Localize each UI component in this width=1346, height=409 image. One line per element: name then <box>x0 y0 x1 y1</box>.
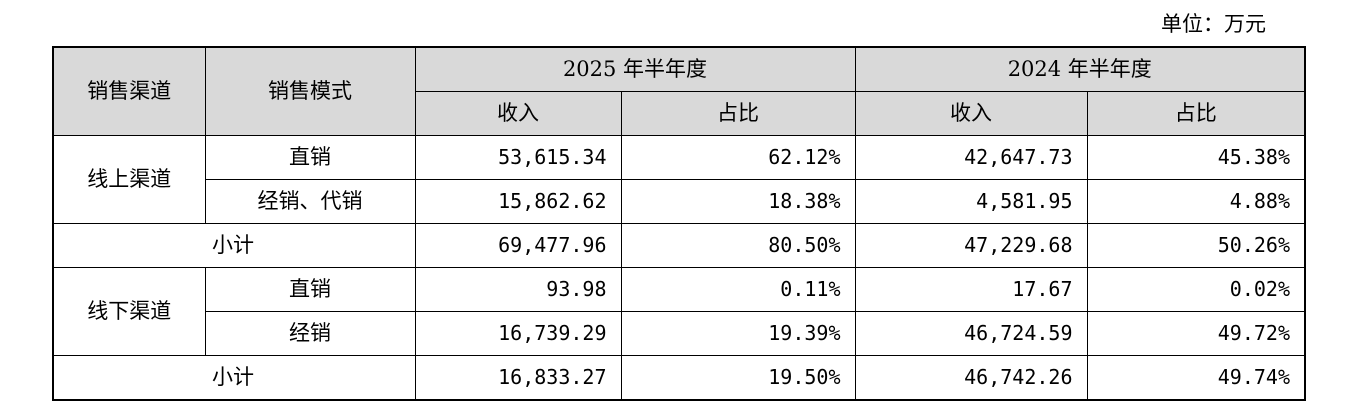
sales-channel-table: 销售渠道 销售模式 2025 年半年度 2024 年半年度 收入 占比 收入 占… <box>52 46 1306 401</box>
header-row-1: 销售渠道 销售模式 2025 年半年度 2024 年半年度 <box>52 46 1306 136</box>
subtotal-label: 小计 <box>52 223 416 268</box>
subtotal-row: 小计 69,477.96 80.50% 47,229.68 50.26% <box>52 223 1306 268</box>
table-row: 经销 16,739.29 19.39% 46,724.59 49.72% <box>53 311 1306 356</box>
header-channel: 销售渠道 <box>52 46 206 136</box>
share-2024-cell: 50.26% <box>1086 223 1306 268</box>
header-revenue-2025: 收入 <box>414 91 622 136</box>
header-mode: 销售模式 <box>204 46 416 136</box>
revenue-2025-cell: 16,833.27 <box>414 355 622 401</box>
share-2024-cell: 45.38% <box>1086 135 1306 180</box>
header-share-2025: 占比 <box>620 91 856 136</box>
revenue-2025-cell: 93.98 <box>414 267 622 312</box>
header-row-2: 收入 占比 收入 占比 <box>53 91 1306 136</box>
subtotal-row: 小计 16,833.27 19.50% 46,742.26 49.74% <box>52 355 1306 401</box>
header-share-2024: 占比 <box>1086 91 1306 136</box>
share-2025-cell: 0.11% <box>620 267 856 312</box>
header-period-2025: 2025 年半年度 <box>414 46 856 92</box>
share-2025-cell: 62.12% <box>620 135 856 180</box>
revenue-2024-cell: 46,742.26 <box>854 355 1088 401</box>
share-2025-cell: 19.50% <box>620 355 856 401</box>
header-period-2024: 2024 年半年度 <box>854 46 1306 92</box>
subtotal-label: 小计 <box>52 355 416 401</box>
share-2025-cell: 18.38% <box>620 179 856 224</box>
revenue-2025-cell: 53,615.34 <box>414 135 622 180</box>
mode-cell: 直销 <box>204 267 416 312</box>
revenue-2025-cell: 16,739.29 <box>414 311 622 356</box>
channel-offline: 线下渠道 <box>52 267 206 356</box>
revenue-2024-cell: 4,581.95 <box>854 179 1088 224</box>
revenue-2024-cell: 46,724.59 <box>854 311 1088 356</box>
channel-online: 线上渠道 <box>52 135 206 224</box>
share-2025-cell: 19.39% <box>620 311 856 356</box>
mode-cell: 经销 <box>204 311 416 356</box>
header-revenue-2024: 收入 <box>854 91 1088 136</box>
share-2024-cell: 4.88% <box>1086 179 1306 224</box>
revenue-2024-cell: 42,647.73 <box>854 135 1088 180</box>
share-2024-cell: 49.74% <box>1086 355 1306 401</box>
table-row: 线下渠道 直销 93.98 0.11% 17.67 0.02% <box>52 267 1306 356</box>
revenue-2024-cell: 47,229.68 <box>854 223 1088 268</box>
mode-cell: 直销 <box>204 135 416 180</box>
share-2024-cell: 49.72% <box>1086 311 1306 356</box>
revenue-2025-cell: 15,862.62 <box>414 179 622 224</box>
table-row: 经销、代销 15,862.62 18.38% 4,581.95 4.88% <box>53 179 1306 224</box>
mode-cell: 经销、代销 <box>204 179 416 224</box>
table-row: 线上渠道 直销 53,615.34 62.12% 42,647.73 45.38… <box>52 135 1306 224</box>
revenue-2024-cell: 17.67 <box>854 267 1088 312</box>
revenue-2025-cell: 69,477.96 <box>414 223 622 268</box>
share-2024-cell: 0.02% <box>1086 267 1306 312</box>
unit-label: 单位：万元 <box>1161 12 1266 36</box>
share-2025-cell: 80.50% <box>620 223 856 268</box>
